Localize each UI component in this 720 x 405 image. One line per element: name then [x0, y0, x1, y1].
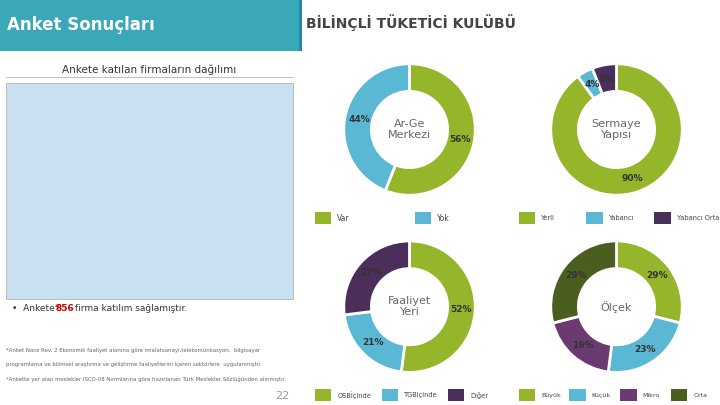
Text: 44%: 44%: [348, 115, 370, 124]
Bar: [518, 212, 535, 224]
Text: 23%: 23%: [634, 345, 656, 354]
Text: *Ankette yer alan meslekler ISCO-08 Normlarına göre hazırlanan Türk Meslekler Sö: *Ankette yer alan meslekler ISCO-08 Norm…: [6, 377, 286, 382]
Bar: [415, 212, 431, 224]
Text: Yok: Yok: [437, 213, 450, 223]
Text: Sermaye
Yapısı: Sermaye Yapısı: [592, 119, 642, 140]
Bar: [570, 390, 586, 401]
Text: Var: Var: [337, 213, 350, 223]
Text: 19%: 19%: [572, 341, 593, 350]
Text: firma katılım sağlamıştır.: firma katılım sağlamıştır.: [72, 304, 187, 313]
Text: 856: 856: [55, 304, 74, 313]
Text: 27%: 27%: [360, 268, 382, 277]
FancyBboxPatch shape: [6, 83, 293, 299]
Text: OSBİçinde: OSBİçinde: [337, 391, 371, 399]
Text: Yerli: Yerli: [541, 215, 555, 221]
Text: *Anket Nace Rev. 2 Ekonomik faaliyet alanına göre imalatsanayi,telekomünkasyon, : *Anket Nace Rev. 2 Ekonomik faaliyet ala…: [6, 348, 260, 353]
Text: Mikro: Mikro: [643, 393, 660, 398]
Text: Diğer: Diğer: [470, 392, 488, 399]
Bar: [0, 0, 299, 51]
Text: Ar-Ge
Merkezi: Ar-Ge Merkezi: [388, 119, 431, 140]
Text: 22: 22: [276, 392, 290, 401]
Text: •  Ankete*: • Ankete*: [12, 304, 62, 313]
Text: Ölçek: Ölçek: [600, 301, 632, 313]
Text: 4%: 4%: [584, 80, 600, 89]
Bar: [671, 390, 688, 401]
Text: 52%: 52%: [450, 305, 472, 314]
Text: Küçük: Küçük: [592, 393, 611, 398]
Wedge shape: [344, 311, 405, 372]
Text: 29%: 29%: [646, 271, 668, 280]
Wedge shape: [551, 64, 683, 195]
Wedge shape: [578, 68, 603, 99]
Text: Orta: Orta: [693, 393, 708, 398]
Wedge shape: [616, 241, 683, 323]
Text: Yabancı: Yabancı: [609, 215, 634, 221]
Bar: [315, 390, 331, 401]
Wedge shape: [343, 64, 410, 191]
Text: 90%: 90%: [621, 174, 643, 183]
Wedge shape: [551, 241, 616, 323]
Text: Yabancı Ortaklı: Yabancı Ortaklı: [677, 215, 720, 221]
Text: TGBiçinde: TGBiçinde: [404, 392, 438, 398]
Bar: [654, 212, 670, 224]
Bar: [621, 390, 636, 401]
Bar: [449, 390, 464, 401]
Text: Büyük: Büyük: [541, 393, 561, 398]
Bar: [299, 0, 302, 51]
Text: Faaliyet
Yeri: Faaliyet Yeri: [388, 296, 431, 318]
Bar: [315, 212, 331, 224]
Wedge shape: [385, 64, 475, 195]
Wedge shape: [401, 241, 475, 373]
Wedge shape: [608, 316, 680, 373]
Wedge shape: [553, 316, 612, 372]
Bar: [586, 212, 603, 224]
Bar: [382, 390, 397, 401]
Text: 56%: 56%: [449, 134, 471, 144]
Wedge shape: [593, 64, 616, 94]
Text: 29%: 29%: [565, 271, 587, 280]
Text: Ankete katılan firmaların dağılımı: Ankete katılan firmaların dağılımı: [62, 65, 237, 75]
Text: 21%: 21%: [362, 339, 384, 347]
Text: programlama ve bilimsel araştırma ve geliştirme faaliyetlerini içeren sektörlere: programlama ve bilimsel araştırma ve gel…: [6, 362, 262, 367]
Text: Anket Sonuçları: Anket Sonuçları: [7, 16, 155, 34]
Bar: [518, 390, 535, 401]
Wedge shape: [343, 241, 410, 315]
Text: BİLİNÇLİ TÜKETİCİ KULÜBÜ: BİLİNÇLİ TÜKETİCİ KULÜBÜ: [306, 15, 516, 31]
Text: 6%: 6%: [599, 75, 614, 84]
